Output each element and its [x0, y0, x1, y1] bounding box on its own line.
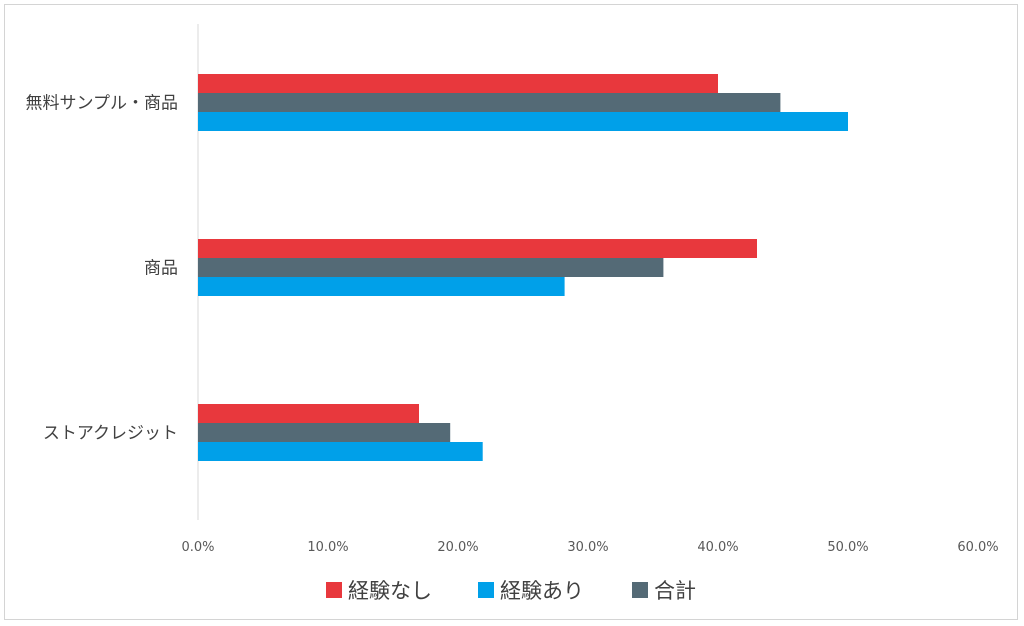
legend-swatch [326, 582, 342, 598]
x-tick-label: 40.0% [697, 540, 738, 555]
legend-label: 経験なし [348, 579, 432, 603]
x-tick-label: 30.0% [567, 540, 608, 555]
x-tick-label: 50.0% [827, 540, 868, 555]
bar-2-1 [198, 277, 565, 296]
bar-0-2 [198, 404, 419, 423]
category-label: ストアクレジット [43, 424, 178, 444]
legend-swatch [632, 582, 648, 598]
x-tick-label: 20.0% [437, 540, 478, 555]
category-label: 無料サンプル・商品 [26, 94, 179, 114]
x-tick-label: 0.0% [181, 540, 214, 555]
bar-2-2 [198, 442, 483, 461]
bar-0-1 [198, 239, 757, 258]
category-label: 商品 [144, 259, 178, 279]
legend-swatch [478, 582, 494, 598]
x-tick-label: 10.0% [307, 540, 348, 555]
legend-label: 合計 [654, 579, 696, 603]
x-tick-label: 60.0% [957, 540, 998, 555]
bar-0-0 [198, 74, 718, 93]
bar-1-2 [198, 423, 451, 442]
bar-2-0 [198, 112, 848, 131]
bar-1-0 [198, 93, 781, 112]
legend-label: 経験あり [500, 579, 584, 603]
bar-1-1 [198, 258, 664, 277]
